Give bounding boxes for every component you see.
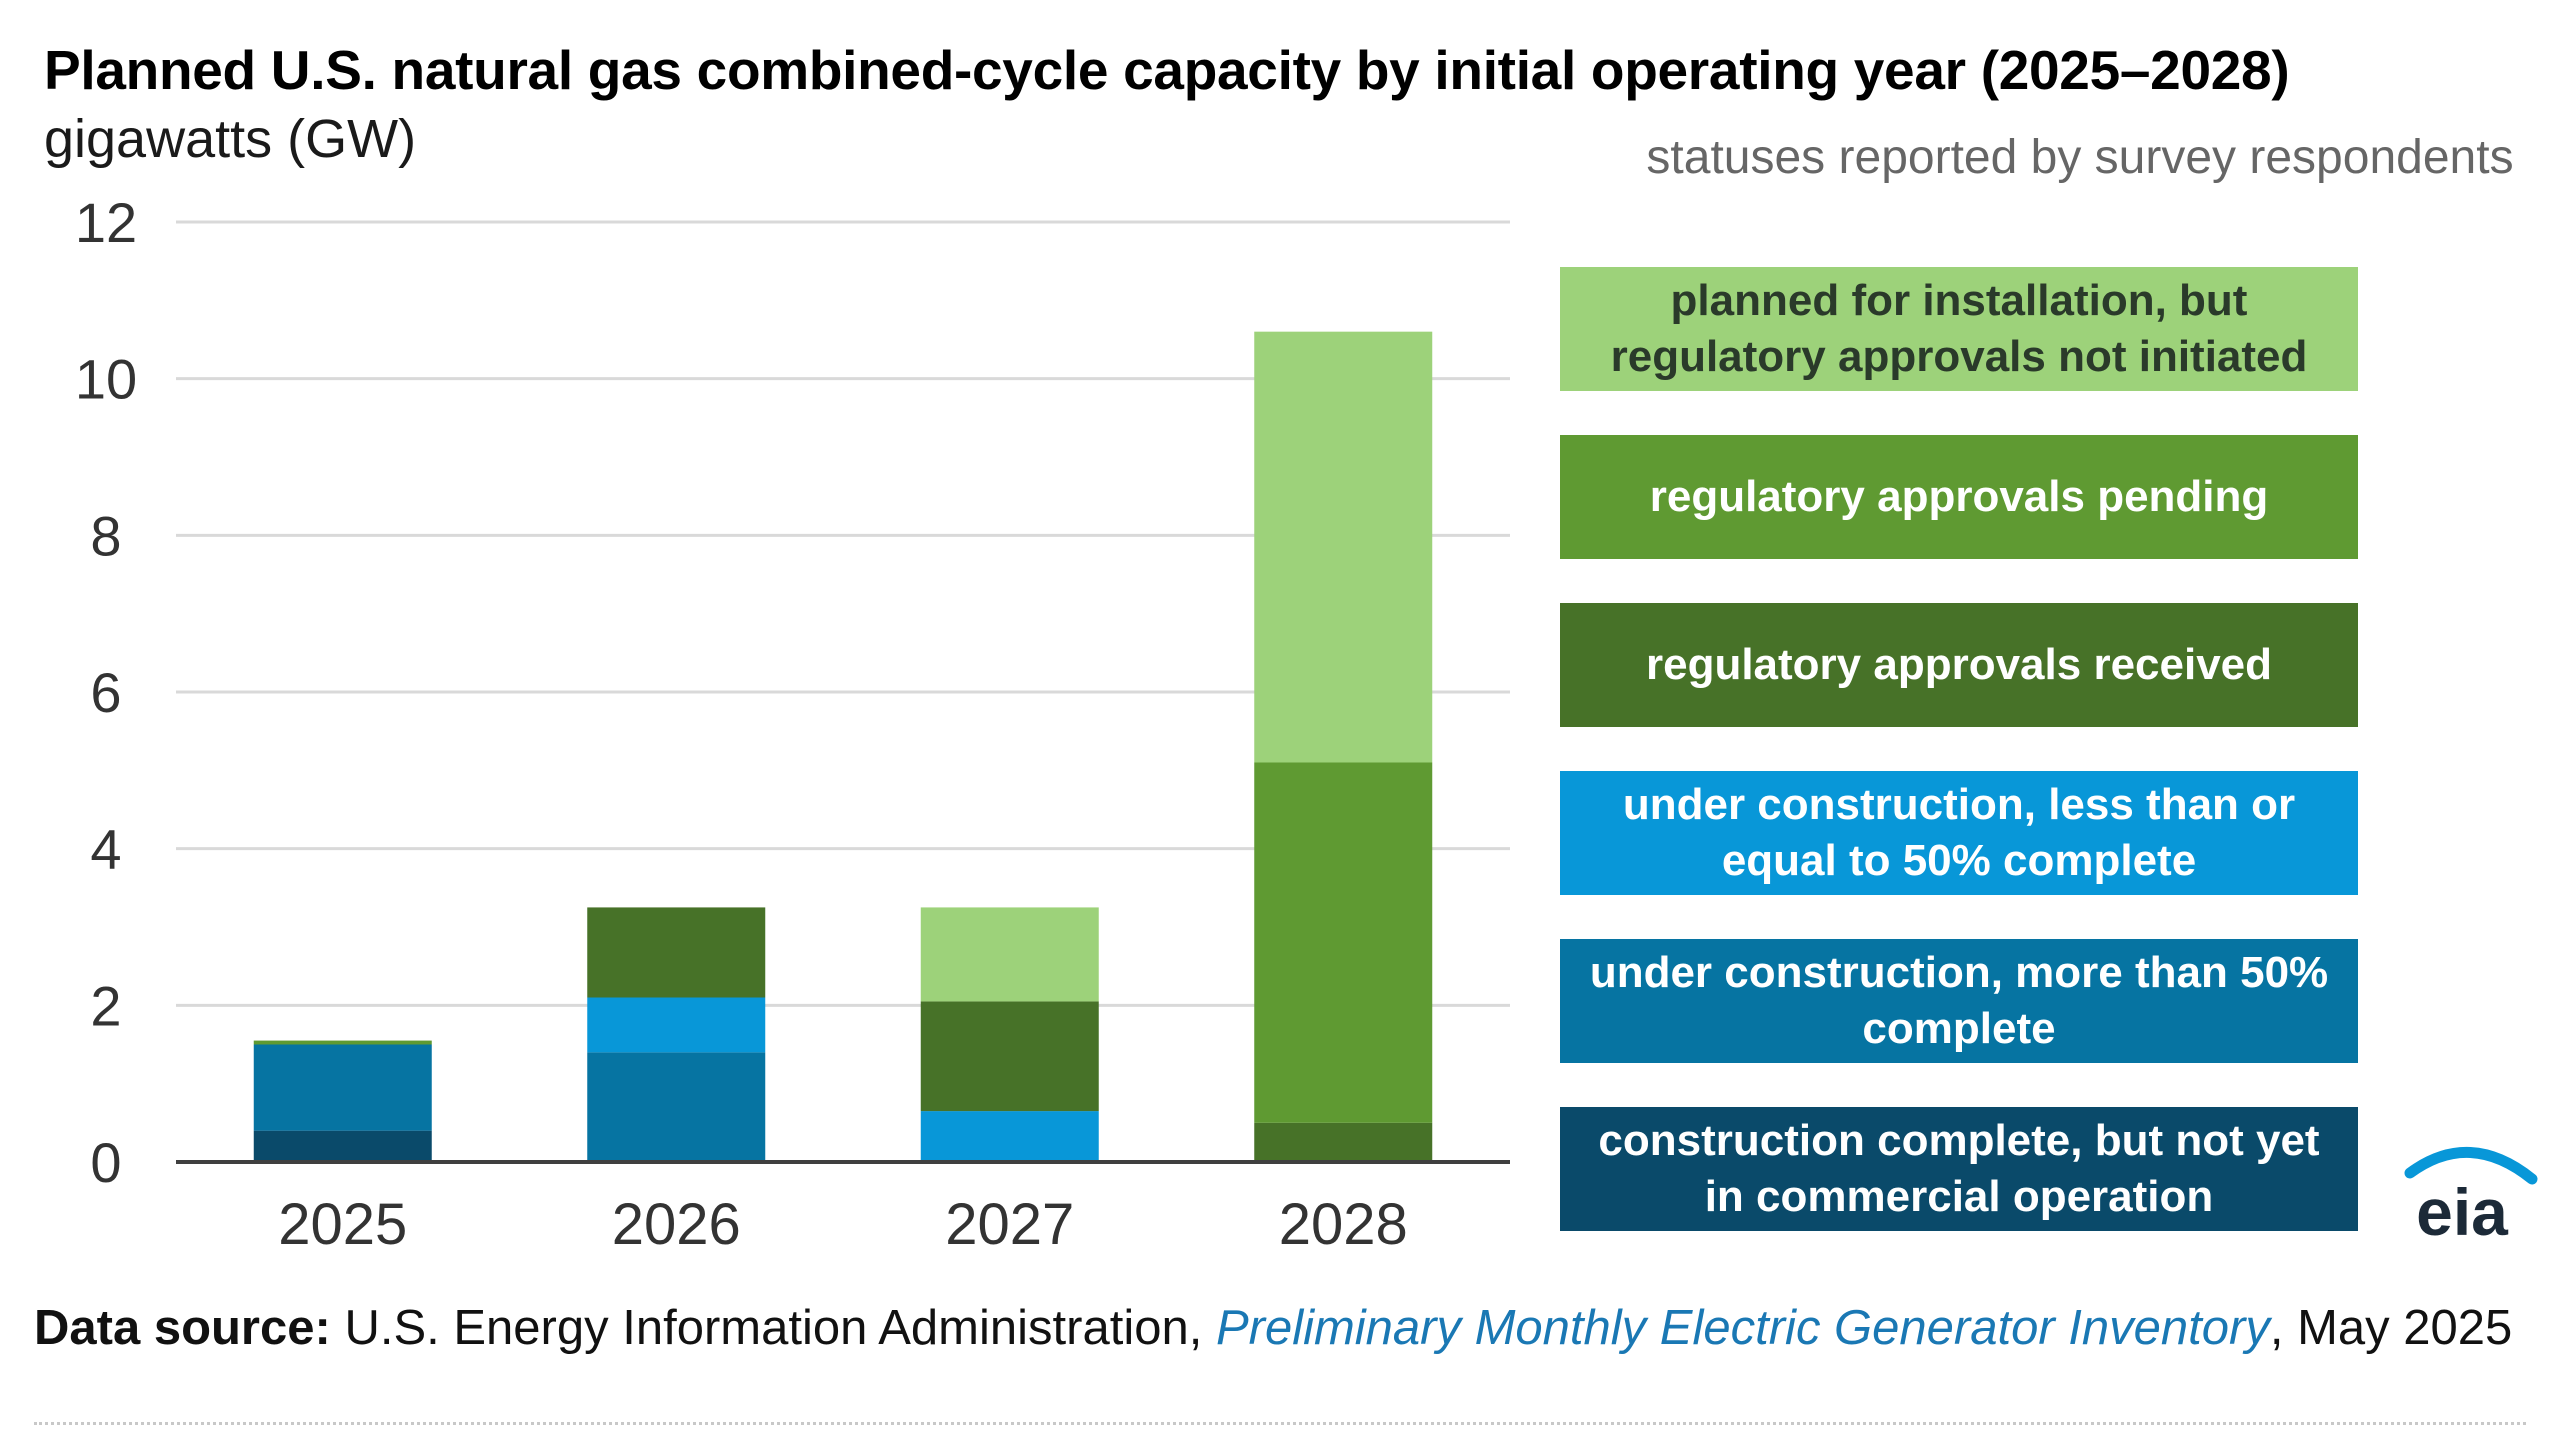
legend-item: planned for installation, but regulatory… — [1560, 267, 2358, 391]
x-tick-label: 2027 — [945, 1192, 1074, 1257]
data-source: Data source: U.S. Energy Information Adm… — [34, 1300, 2512, 1356]
bar-segment — [920, 907, 1099, 1002]
eia-logo: eia — [2404, 1147, 2538, 1245]
bar-segment — [587, 907, 766, 998]
x-tick-label: 2028 — [1279, 1192, 1408, 1257]
bar-segment — [920, 1111, 1099, 1162]
y-tick-label: 2 — [90, 974, 121, 1037]
legend-item: construction complete, but not yet in co… — [1560, 1107, 2358, 1231]
y-tick-label: 10 — [75, 348, 137, 411]
data-source-publication-link[interactable]: Preliminary Monthly Electric Generator I… — [1215, 1301, 2270, 1355]
bar-segment — [253, 1130, 432, 1162]
legend-item: under construction, less than or equal t… — [1560, 771, 2358, 895]
y-tick-label: 6 — [90, 661, 121, 724]
x-tick-label: 2025 — [278, 1192, 407, 1257]
legend-item: regulatory approvals received — [1560, 603, 2358, 727]
x-tick-label: 2026 — [612, 1192, 741, 1257]
bar-segment — [587, 997, 766, 1053]
legend-heading: statuses reported by survey respondents — [1646, 131, 2514, 184]
bar-segment — [1254, 331, 1433, 763]
y-axis-unit-label: gigawatts (GW) — [44, 109, 417, 169]
bar-segment — [587, 1052, 766, 1162]
legend-item: under construction, more than 50% comple… — [1560, 939, 2358, 1063]
y-tick-label: 4 — [90, 818, 121, 881]
legend-item: regulatory approvals pending — [1560, 435, 2358, 559]
y-tick-label: 0 — [90, 1131, 121, 1194]
axes: 0 2 4 6 8 10 12 2025 2026 2027 2028 — [75, 191, 1510, 1257]
footer-divider — [34, 1422, 2526, 1425]
y-tick-label: 12 — [75, 191, 137, 254]
svg-text:eia: eia — [2416, 1175, 2509, 1245]
y-tick-label: 8 — [90, 504, 121, 567]
chart-title: Planned U.S. natural gas combined-cycle … — [44, 39, 2290, 101]
bar-stacks — [253, 331, 1433, 1162]
data-source-date: , May 2025 — [2269, 1301, 2513, 1355]
bar-segment — [253, 1040, 432, 1045]
bar-segment — [1254, 1122, 1433, 1162]
data-source-agency: U.S. Energy Information Administration, — [330, 1301, 1216, 1355]
bar-segment — [920, 1001, 1099, 1112]
data-source-label: Data source: — [34, 1301, 331, 1355]
bar-segment — [253, 1044, 432, 1131]
bar-segment — [1254, 762, 1433, 1123]
legend: planned for installation, but regulatory… — [1560, 267, 2358, 1275]
